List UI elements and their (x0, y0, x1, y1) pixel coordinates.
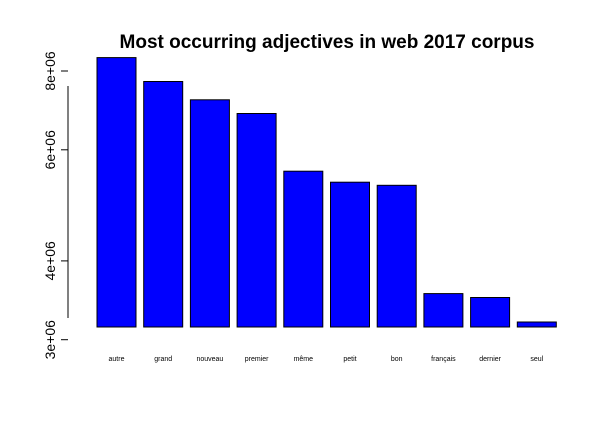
bar-premier (236, 113, 277, 328)
bars-group (96, 57, 557, 328)
y-tick-label: 4e+06 (42, 241, 58, 281)
x-tick-label: premier (245, 356, 269, 363)
chart-title: Most occurring adjectives in web 2017 co… (120, 32, 535, 53)
x-tick-label: grand (154, 356, 172, 363)
x-tick-label: même (294, 356, 314, 363)
x-tick-label: dernier (479, 356, 501, 363)
y-axis: 3e+06 4e+06 6e+06 8e+06 (42, 51, 68, 359)
bar-nouveau (189, 99, 230, 328)
bar-grand (143, 81, 184, 328)
bar-autre (96, 57, 137, 328)
x-axis-labels: autre grand nouveau premier même petit bon fran… (109, 356, 544, 363)
x-tick-label: français (431, 356, 456, 363)
bar-dernier (470, 297, 511, 328)
bar-petit (330, 181, 370, 328)
y-tick-label: 8e+06 (42, 51, 58, 91)
x-tick-label: nouveau (196, 356, 223, 363)
y-tick-label: 6e+06 (42, 130, 58, 170)
x-tick-label: petit (343, 356, 356, 363)
bar-seul (516, 321, 557, 328)
x-tick-label: seul (530, 356, 543, 363)
y-tick-label: 3e+06 (42, 320, 58, 360)
bar-français (423, 293, 464, 328)
bar-bon (376, 184, 417, 328)
x-tick-label: bon (391, 356, 403, 363)
x-tick-label: autre (109, 356, 125, 363)
bar-même (283, 170, 324, 328)
